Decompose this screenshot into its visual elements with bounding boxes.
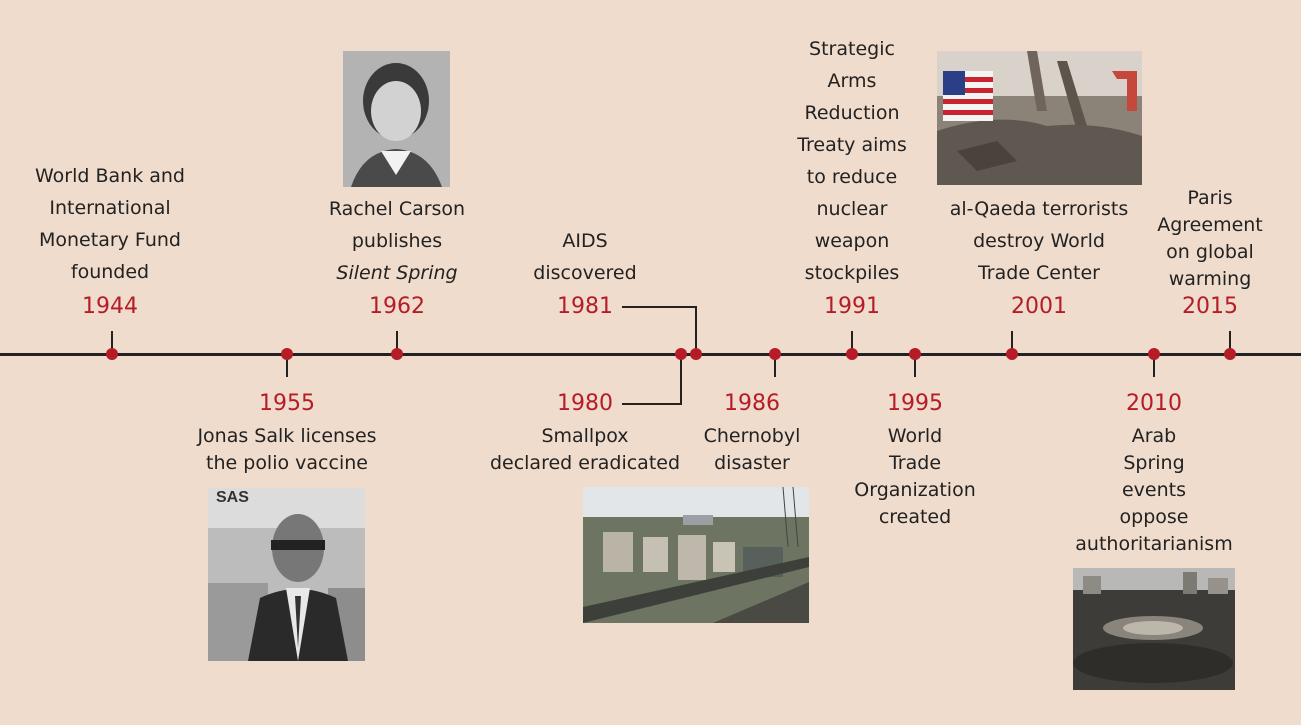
event-line: Chernobyl [703,425,801,447]
marker-2001 [1006,348,1018,360]
event-text-1980: Smallpox declared eradicated [475,423,695,477]
event-line: warming [1168,268,1252,290]
year-label-1955: 1955 [259,391,315,416]
event-line: disaster [714,452,790,474]
event-line: Reduction [804,102,900,124]
event-line: Smallpox [541,425,629,447]
event-line: created [878,506,952,528]
event-line: oppose [1119,506,1189,528]
event-text-1981: AIDS discovered [505,225,665,289]
tick-1991 [851,331,853,353]
marker-1955 [281,348,293,360]
timeline-axis [0,352,1301,356]
event-line: World [887,425,943,447]
event-text-1962: Rachel Carson publishes Silent Spring [297,193,497,289]
event-line: events [1121,479,1186,501]
event-line: Organization [854,479,976,501]
year-label-1991: 1991 [824,294,880,319]
tick-2010 [1153,355,1155,377]
event-line: Paris [1187,187,1233,209]
event-line: discovered [533,262,637,284]
year-label-1986: 1986 [724,391,780,416]
event-line: Trade [888,452,942,474]
event-line: destroy World [973,230,1105,252]
event-text-2010: Arab Spring events oppose authoritariani… [1069,423,1239,558]
year-label-2010: 2010 [1126,391,1182,416]
event-text-2015: Paris Agreement on global warming [1150,185,1270,293]
chernobyl-photo [583,487,809,623]
jonas-salk-photo: SAS [208,488,365,661]
marker-1991 [846,348,858,360]
event-line: stockpiles [804,262,900,284]
world-trade-center-photo [937,51,1142,185]
tick-2015 [1229,331,1231,353]
event-line: declared eradicated [489,452,681,474]
book-title: Silent Spring [336,262,458,284]
year-label-1944: 1944 [82,294,138,319]
arab-spring-photo [1073,568,1235,690]
marker-1995 [909,348,921,360]
tick-1955 [286,355,288,377]
event-line: Spring [1123,452,1185,474]
event-text-1944: World Bank and International Monetary Fu… [10,160,210,288]
event-text-1995: World Trade Organization created [845,423,985,531]
event-line: World Bank and [35,165,185,187]
year-label-1962: 1962 [369,294,425,319]
marker-1981 [690,348,702,360]
event-line: authoritarianism [1075,533,1233,555]
event-line: Rachel Carson [328,198,466,220]
event-line: Agreement [1157,214,1263,236]
year-label-2015: 2015 [1182,294,1238,319]
event-line: Trade Center [977,262,1100,284]
marker-1986 [769,348,781,360]
event-text-1955: Jonas Salk licenses the polio vaccine [172,423,402,477]
tick-1986 [774,355,776,377]
event-line: on global [1166,241,1254,263]
tick-1962 [396,331,398,353]
event-line: Strategic [809,38,895,60]
leader-1980 [622,355,682,405]
event-line: Treaty aims [797,134,907,156]
event-line: Arab [1131,425,1177,447]
tick-1944 [111,331,113,353]
event-line: Jonas Salk licenses [197,425,377,447]
year-label-1981: 1981 [557,294,613,319]
marker-2015 [1224,348,1236,360]
event-line: to reduce [806,166,898,188]
year-label-1980: 1980 [557,391,613,416]
marker-1962 [391,348,403,360]
rachel-carson-photo [343,51,450,187]
event-text-1991: Strategic Arms Reduction Treaty aims to … [777,33,927,289]
event-line: Arms [827,70,877,92]
event-line: Monetary Fund [39,229,181,251]
year-label-2001: 2001 [1011,294,1067,319]
event-text-1986: Chernobyl disaster [692,423,812,477]
marker-1980 [675,348,687,360]
marker-1944 [106,348,118,360]
event-line: publishes [351,230,443,252]
event-line: AIDS [562,230,608,252]
event-line: weapon [814,230,890,252]
year-label-1995: 1995 [887,391,943,416]
event-line: the polio vaccine [206,452,368,474]
svg-text:SAS: SAS [216,489,249,506]
leader-1981 [622,306,697,356]
event-line: al-Qaeda terrorists [949,198,1129,220]
marker-2010 [1148,348,1160,360]
tick-1995 [914,355,916,377]
event-line: nuclear [816,198,888,220]
tick-2001 [1011,331,1013,353]
event-line: founded [70,261,150,283]
event-line: International [49,197,171,219]
event-text-2001: al-Qaeda terrorists destroy World Trade … [934,193,1144,289]
